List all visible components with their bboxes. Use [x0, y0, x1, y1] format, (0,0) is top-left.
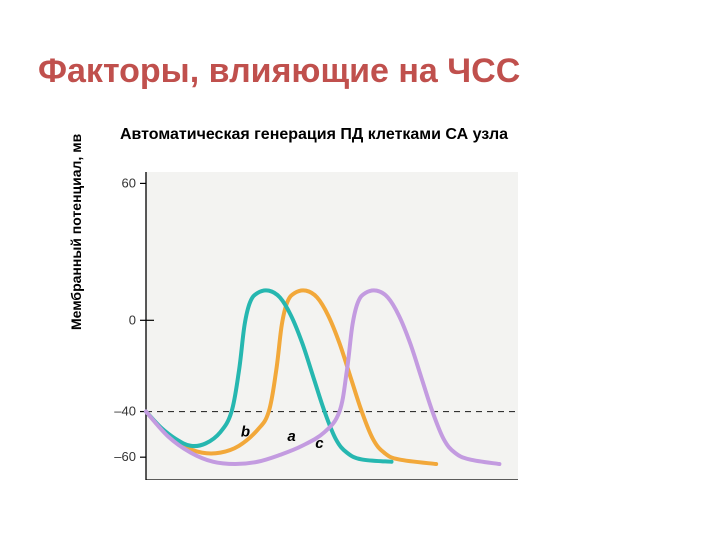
series-label-c: c — [315, 435, 324, 452]
svg-text:–40: –40 — [114, 404, 136, 419]
page-title: Факторы, влияющие на ЧСС — [38, 52, 520, 91]
chart: 60 0 –40 –60 a b c — [94, 172, 518, 480]
svg-text:0: 0 — [129, 312, 136, 327]
slide: Факторы, влияющие на ЧСС Автоматическая … — [0, 0, 720, 540]
series-label-a: a — [287, 428, 295, 445]
series-label-b: b — [241, 424, 250, 441]
y-axis-label: Мембранный потенциал, мв — [68, 134, 84, 330]
svg-text:–60: –60 — [114, 449, 136, 464]
subtitle: Автоматическая генерация ПД клетками СА … — [120, 125, 540, 145]
svg-text:60: 60 — [122, 175, 136, 190]
